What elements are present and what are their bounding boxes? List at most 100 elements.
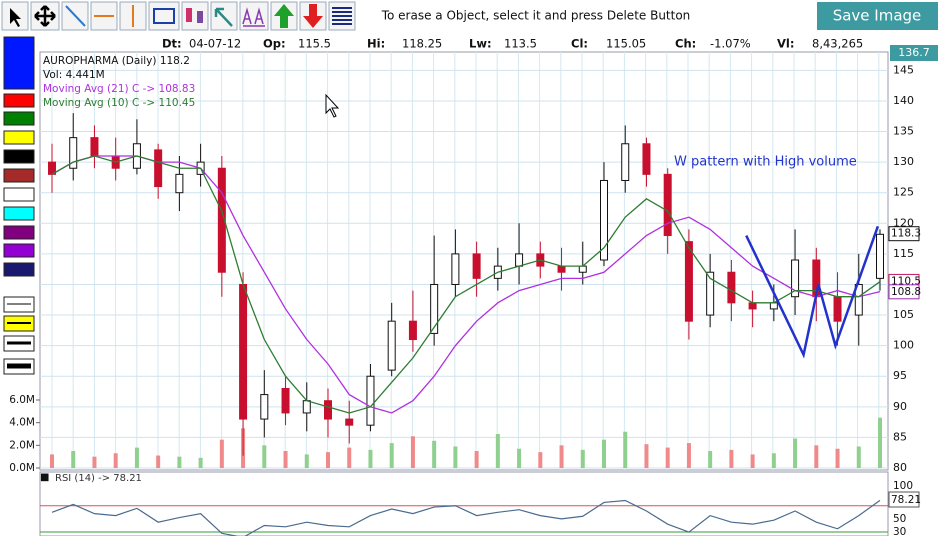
legend-entry: Moving Avg (21) C -> 108.83 xyxy=(43,83,195,95)
volume-bar xyxy=(771,453,776,468)
y-tick-label: 140 xyxy=(893,94,914,107)
swatch[interactable] xyxy=(3,130,35,145)
swatch[interactable] xyxy=(3,93,35,108)
volume-bar xyxy=(686,443,691,468)
swatch[interactable] xyxy=(3,36,35,90)
volume-bar xyxy=(71,451,76,468)
info-value: 118.25 xyxy=(402,37,442,51)
swatch[interactable] xyxy=(3,111,35,126)
info-label: Lw: xyxy=(469,37,492,51)
candle-body xyxy=(281,387,290,414)
y-tick-label: 125 xyxy=(893,186,914,199)
trendline xyxy=(745,225,880,359)
swatch[interactable] xyxy=(3,168,35,183)
moving-average xyxy=(51,155,881,414)
volume-bar xyxy=(113,453,118,468)
icon xyxy=(214,7,233,27)
volume-bar xyxy=(495,434,500,468)
volume-bar xyxy=(856,446,861,468)
y-tick-label: 115 xyxy=(893,247,914,260)
toolbar: To erase a Object, select it and press D… xyxy=(1,1,938,31)
swatch[interactable] xyxy=(3,187,35,202)
volume-bar xyxy=(559,445,564,468)
candle-body xyxy=(69,137,78,169)
plot: 78.21 AUROPHARMA (Daily) 118.2 Vol: 4.441M… xyxy=(43,55,921,538)
volume-bar xyxy=(347,447,352,468)
icon xyxy=(197,11,203,23)
candle-body xyxy=(366,375,375,426)
candle-body xyxy=(387,320,396,371)
candle-body xyxy=(854,283,863,316)
candle-body xyxy=(408,320,417,341)
volume-tick-label: 2.0M xyxy=(9,439,35,451)
candle-body xyxy=(557,265,566,273)
annotation: W pattern with High volume xyxy=(674,155,857,170)
candle-body xyxy=(791,259,800,298)
candle-body xyxy=(621,143,630,181)
info-value: 8,43,265 xyxy=(812,37,863,51)
candle-body xyxy=(600,179,608,261)
volume-bar xyxy=(665,447,670,468)
legend-entry: AUROPHARMA (Daily) 118.2 xyxy=(43,55,190,67)
swatch[interactable] xyxy=(3,149,35,164)
legend-entry: Vol: 4.441M xyxy=(43,69,105,81)
volume-bar xyxy=(50,454,54,468)
legend-entry: Moving Avg (10) C -> 110.45 xyxy=(43,97,195,109)
icon xyxy=(65,5,86,27)
swatch[interactable] xyxy=(3,206,35,221)
save-button-label: Save Image xyxy=(833,7,922,25)
volume-bar xyxy=(623,431,628,468)
volume-bar xyxy=(156,455,161,468)
cursor xyxy=(325,93,340,118)
icon xyxy=(153,8,175,24)
icon xyxy=(332,7,352,25)
info-bar: Dt: 04-07-12 Op: 115.5 Hi: 118.25 Lw: 113.5 Cl: 1… xyxy=(162,37,863,51)
rsi-line xyxy=(51,499,881,538)
volume-bar xyxy=(134,447,139,468)
volume-bar xyxy=(326,452,330,468)
candle-body xyxy=(324,400,332,420)
top-tag-label: 136.7 xyxy=(898,46,930,59)
candle-body xyxy=(451,253,460,285)
save-button[interactable] xyxy=(817,2,938,30)
candle-body xyxy=(578,265,587,273)
y-tick-label: 85 xyxy=(893,430,907,443)
icon xyxy=(303,4,323,28)
volume-bar xyxy=(389,443,394,468)
info-value: 115.05 xyxy=(606,37,646,51)
info-value: 04-07-12 xyxy=(189,37,241,51)
candle-body xyxy=(663,173,672,237)
swatch[interactable] xyxy=(3,262,35,277)
candle-body xyxy=(706,271,715,316)
info-value: 113.5 xyxy=(504,37,537,51)
rsi-tag-box xyxy=(888,491,920,508)
palette xyxy=(3,36,35,375)
volume-tick-label: 4.0M xyxy=(9,417,35,429)
volume-bar xyxy=(304,454,309,468)
swatch[interactable] xyxy=(3,243,35,258)
volume-bar xyxy=(750,454,755,468)
volume-bar xyxy=(835,448,840,468)
volume-bar xyxy=(368,449,373,468)
y-tick-label: 120 xyxy=(893,216,914,229)
tool-candle[interactable] xyxy=(181,1,209,31)
candle-body xyxy=(175,173,184,194)
volume-bar xyxy=(517,448,522,468)
info-label: Cl: xyxy=(571,37,588,51)
swatch[interactable] xyxy=(3,225,35,240)
candle-body xyxy=(769,302,778,310)
top-tag xyxy=(890,45,938,61)
rsi-legend: ■ xyxy=(40,472,49,483)
candle-body xyxy=(727,271,736,304)
y-tick-label: 145 xyxy=(893,63,914,76)
candle-body xyxy=(90,137,99,157)
hint: To erase a Object, select it and press D… xyxy=(381,9,691,23)
icon xyxy=(186,8,192,22)
volume-bar xyxy=(432,440,437,468)
volume-bar xyxy=(177,456,182,468)
info-label: Hi: xyxy=(367,37,385,51)
volume-bar xyxy=(580,449,585,468)
volume-tick-label: 0.0M xyxy=(9,462,35,474)
y-tick-label: 95 xyxy=(893,369,907,382)
volume-bar xyxy=(262,445,267,468)
